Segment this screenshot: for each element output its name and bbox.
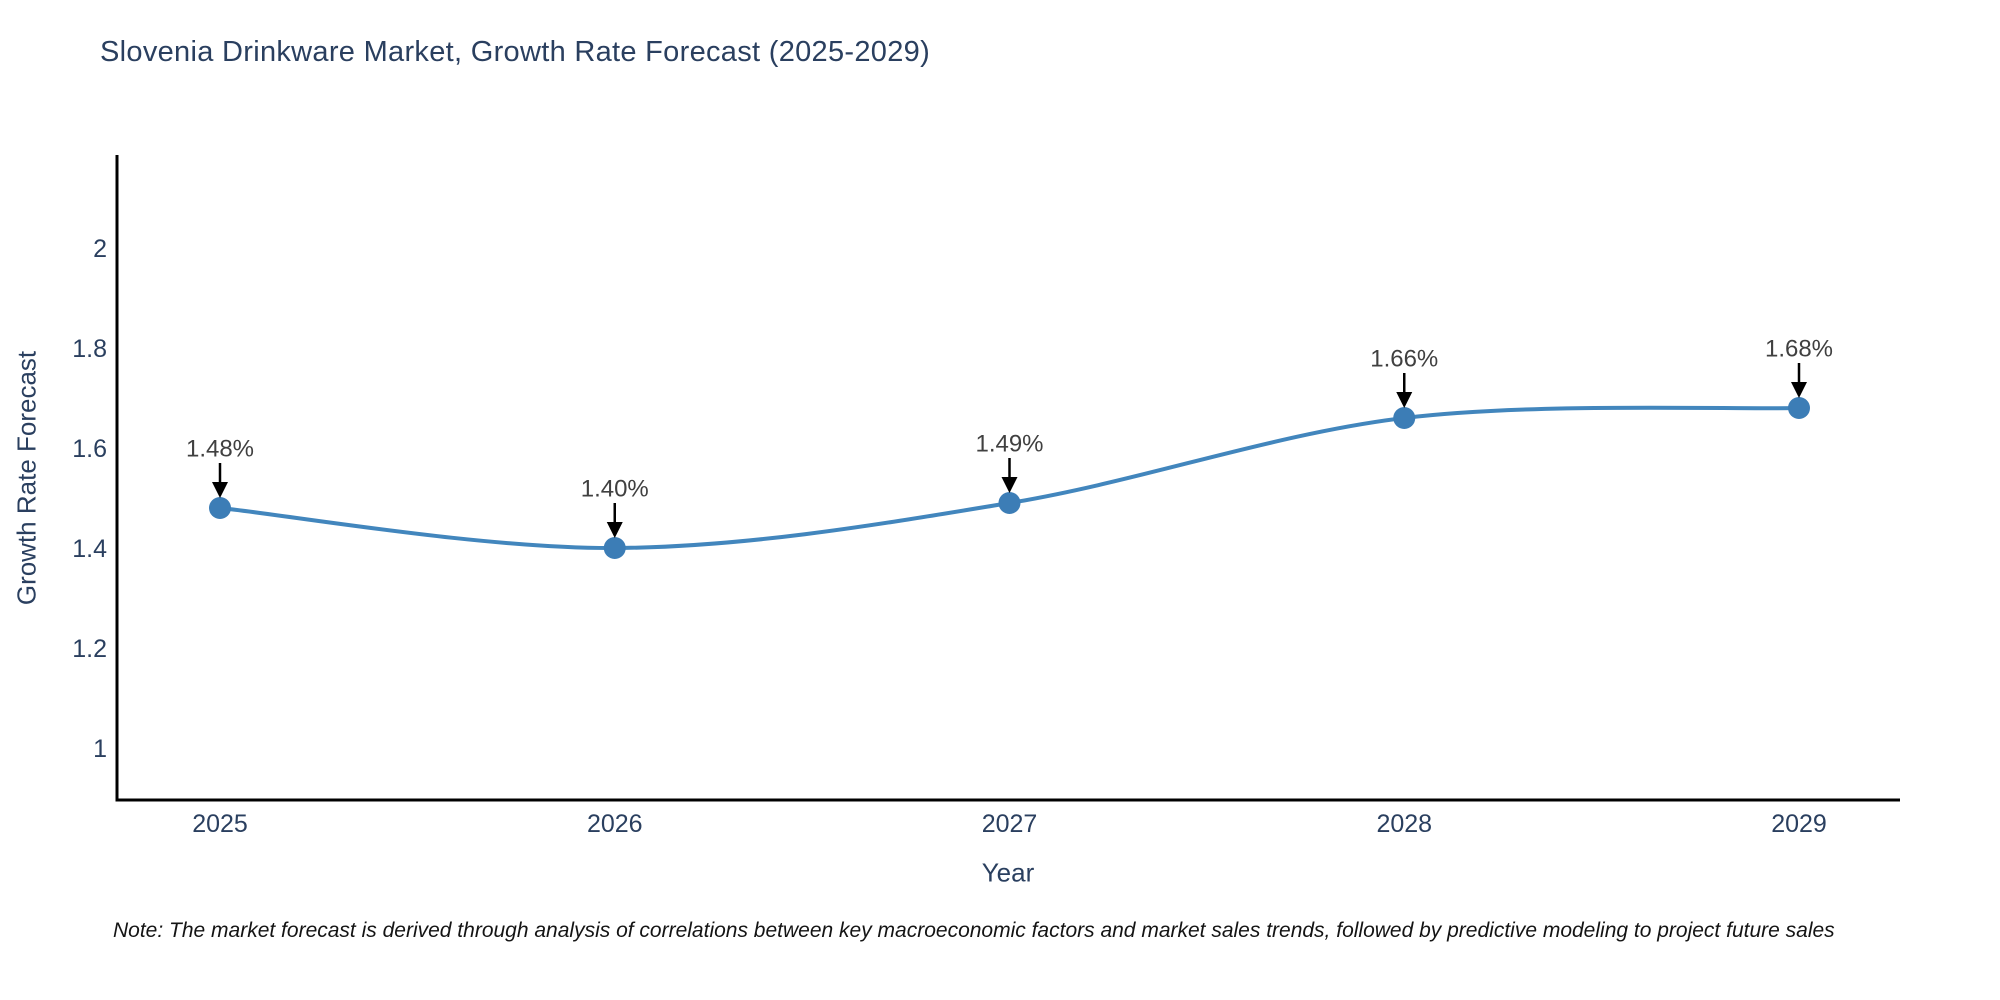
y-tick-label: 1.2 — [72, 635, 107, 663]
series-markers — [209, 397, 1810, 559]
annotation-arrow-head — [1001, 477, 1018, 493]
annotation-arrow-head — [606, 522, 623, 538]
data-point-marker — [603, 537, 626, 559]
annotation-arrow-head — [1791, 382, 1807, 398]
y-tick-label: 1 — [93, 735, 107, 763]
x-tick-label: 2028 — [1376, 810, 1432, 838]
annotation-arrow-head — [1396, 392, 1413, 408]
x-tick-label: 2027 — [982, 810, 1038, 838]
data-point-marker — [1393, 407, 1416, 429]
data-point-marker — [209, 497, 231, 519]
data-point-label: 1.40% — [581, 475, 649, 502]
y-tick-label: 1.8 — [72, 335, 107, 363]
point-annotations: 1.48% 1.40% 1.49% 1.66% 1.68% — [186, 335, 1833, 538]
y-tick-label: 1.6 — [72, 435, 107, 463]
footnote: Note: The market forecast is derived thr… — [113, 919, 1835, 942]
y-axis-title: Growth Rate Forecast — [11, 350, 42, 606]
x-tick-label: 2029 — [1771, 810, 1827, 838]
data-point-label: 1.66% — [1370, 345, 1438, 372]
data-point-label: 1.49% — [975, 430, 1043, 457]
y-tick-label: 2 — [93, 235, 107, 263]
x-axis-tick-labels: 2025 2026 2027 2028 2029 — [192, 810, 1827, 838]
annotation-arrow-head — [212, 482, 228, 498]
x-tick-label: 2025 — [192, 810, 248, 838]
data-point-label: 1.68% — [1765, 335, 1833, 362]
y-axis-tick-labels: 2 1.8 1.6 1.4 1.2 1 — [72, 235, 107, 763]
data-point-marker — [1788, 397, 1810, 419]
x-axis-title: Year — [981, 857, 1035, 888]
chart-title: Slovenia Drinkware Market, Growth Rate F… — [100, 36, 931, 68]
data-point-marker — [998, 492, 1021, 514]
data-point-label: 1.48% — [186, 435, 254, 462]
x-tick-label: 2026 — [587, 810, 643, 838]
y-tick-label: 1.4 — [72, 535, 107, 563]
